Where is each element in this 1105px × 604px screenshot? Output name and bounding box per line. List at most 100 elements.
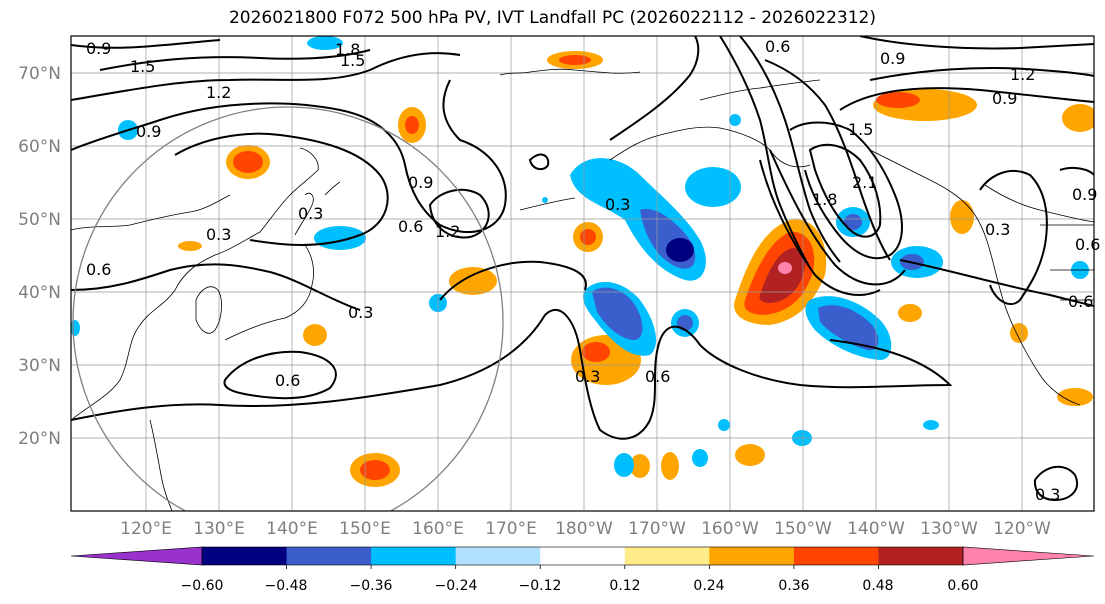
pv-anomaly-fills — [71, 36, 1094, 487]
positive-anomaly — [580, 229, 596, 245]
negative-anomaly — [677, 315, 693, 331]
contour-label: 1.2 — [435, 222, 460, 241]
negative-anomaly — [729, 114, 741, 126]
positive-anomaly — [360, 460, 390, 480]
negative-anomaly — [542, 197, 548, 203]
negative-anomaly — [923, 420, 939, 430]
contour-label: 0.3 — [1035, 485, 1060, 504]
contour-label: 0.6 — [275, 371, 300, 390]
lon-tick-label: 150°W — [774, 519, 832, 539]
negative-anomaly — [692, 449, 708, 467]
graticule — [71, 36, 1094, 511]
colorbar-tick-label: 0.48 — [862, 578, 893, 594]
colorbar-tick-label: 0.12 — [609, 578, 640, 594]
negative-anomaly — [818, 305, 879, 351]
colorbar-tick-label: −0.24 — [435, 578, 478, 594]
contour-label: 0.6 — [1068, 292, 1093, 311]
colorbar-tick-label: −0.60 — [181, 578, 224, 594]
contour-labels: 0.9 1.5 1.8 1.5 1.2 0.9 0.3 0.3 0.9 0.6 … — [86, 37, 1100, 504]
map-frame — [70, 35, 1095, 512]
contour-label: 0.3 — [575, 367, 600, 386]
colorbar — [70, 546, 1095, 569]
contour-label: 0.6 — [398, 217, 423, 236]
negative-anomaly — [685, 167, 741, 207]
contour-label: 0.9 — [86, 39, 111, 58]
colorbar-segment — [286, 547, 372, 565]
positive-anomaly — [950, 200, 974, 234]
highlight-circle — [72, 106, 504, 511]
positive-anomaly — [876, 92, 920, 108]
contour-label: 1.2 — [206, 83, 231, 102]
colorbar-tick-label: −0.48 — [265, 578, 308, 594]
colorbar-tick-labels: −0.60 −0.48 −0.36 −0.24 −0.12 0.12 0.24 … — [181, 578, 979, 594]
contour-label: 0.3 — [348, 303, 373, 322]
lat-tick-label: 70°N — [18, 64, 61, 84]
contour-label: 0.3 — [985, 220, 1010, 239]
contour-label: 0.9 — [992, 89, 1017, 108]
lat-axis: 20°N 30°N 40°N 50°N 60°N 70°N — [18, 64, 61, 449]
negative-anomaly — [592, 287, 643, 340]
contour-label: 0.3 — [298, 204, 323, 223]
contour-label: 0.9 — [136, 122, 161, 141]
positive-anomaly-main — [759, 248, 806, 303]
contour-label: 1.8 — [335, 40, 360, 59]
lat-tick-label: 50°N — [18, 210, 61, 230]
contour-label: 2.1 — [852, 173, 877, 192]
positive-anomaly — [1010, 323, 1028, 343]
colorbar-extend-low — [70, 546, 203, 566]
lat-tick-label: 20°N — [18, 429, 61, 449]
positive-anomaly — [1057, 388, 1093, 406]
contour-label: 0.3 — [605, 195, 630, 214]
colorbar-segment — [455, 547, 541, 565]
positive-anomaly-peak — [778, 262, 792, 274]
positive-anomaly — [449, 267, 497, 295]
colorbar-tick-label: −0.36 — [350, 578, 393, 594]
lon-tick-label: 130°W — [920, 519, 978, 539]
lat-tick-label: 40°N — [18, 283, 61, 303]
lon-tick-label: 160°W — [701, 519, 759, 539]
positive-anomaly — [233, 151, 263, 173]
lon-tick-label: 170°E — [485, 519, 537, 539]
positive-anomaly — [559, 55, 591, 65]
contour-label: 0.9 — [1072, 185, 1097, 204]
colorbar-segment — [793, 547, 879, 565]
negative-anomaly — [307, 36, 343, 50]
lon-tick-label: 130°E — [193, 519, 245, 539]
positive-anomaly — [898, 304, 922, 322]
chart-title: 2026021800 F072 500 hPa PV, IVT Landfall… — [228, 8, 876, 28]
pv-contours — [71, 36, 1094, 502]
colorbar-extend-high — [962, 546, 1095, 566]
colorbar-segment — [202, 547, 288, 565]
positive-anomaly — [661, 452, 679, 480]
positive-anomaly — [178, 241, 202, 251]
lon-tick-label: 160°E — [412, 519, 464, 539]
colorbar-segment — [878, 547, 964, 565]
negative-anomaly-core — [666, 238, 694, 262]
contour-label: 0.3 — [206, 225, 231, 244]
contour-label: 1.5 — [848, 120, 873, 139]
contour-label: 1.5 — [340, 51, 365, 70]
colorbar-segment — [709, 547, 795, 565]
lon-tick-label: 180°W — [555, 519, 613, 539]
lon-tick-label: 170°W — [628, 519, 686, 539]
coastlines — [71, 68, 1094, 511]
positive-anomaly — [1062, 104, 1094, 132]
contour-label: 0.6 — [1075, 235, 1100, 254]
colorbar-segment — [540, 547, 626, 565]
lon-axis: 120°E 130°E 140°E 150°E 160°E 170°E 180°… — [120, 519, 1051, 539]
positive-anomaly — [735, 444, 765, 466]
colorbar-tick-label: 0.24 — [693, 578, 724, 594]
colorbar-segment — [371, 547, 457, 565]
negative-anomaly — [718, 419, 730, 431]
contour-label: 1.8 — [812, 190, 837, 209]
negative-anomaly — [844, 214, 862, 230]
contour-label: 0.6 — [645, 367, 670, 386]
lon-tick-label: 120°E — [120, 519, 172, 539]
colorbar-tick-label: 0.36 — [778, 578, 809, 594]
contour-label: 0.9 — [880, 49, 905, 68]
contour-label: 1.2 — [1010, 65, 1035, 84]
negative-anomaly — [314, 226, 366, 250]
negative-anomaly — [614, 453, 634, 477]
lat-tick-label: 60°N — [18, 137, 61, 157]
lon-tick-label: 140°W — [847, 519, 905, 539]
